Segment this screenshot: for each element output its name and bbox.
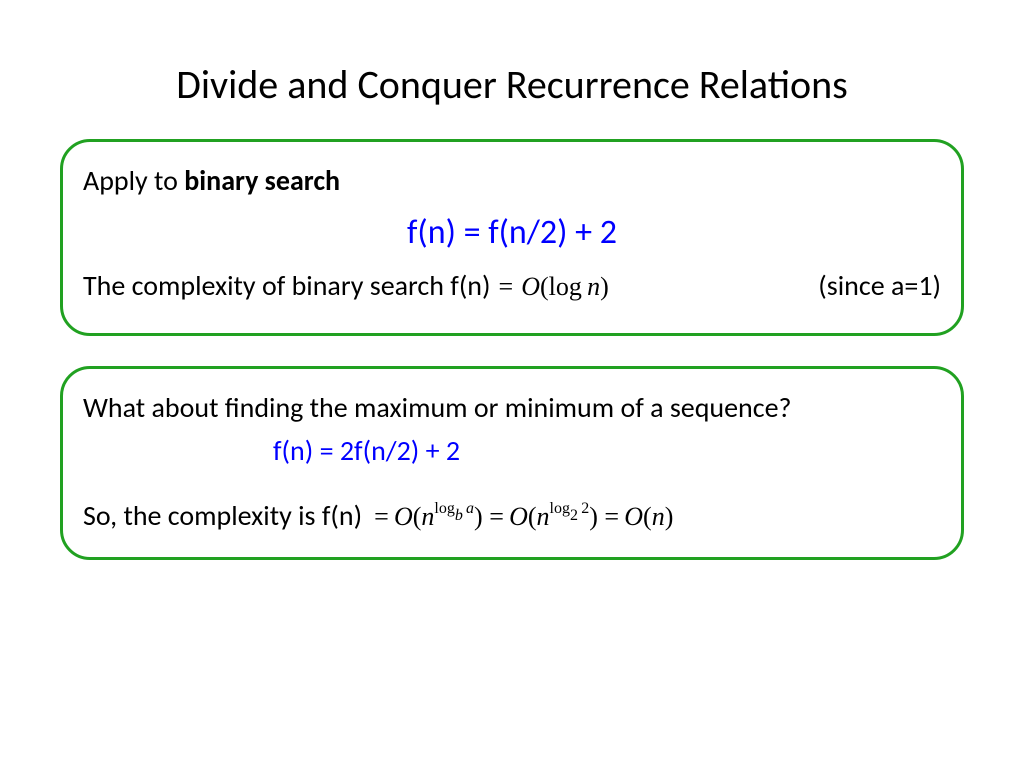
maxmin-complexity-row: So, the complexity is f(n) = O(nlogb a) … xyxy=(83,498,941,533)
since-a1: (since a=1) xyxy=(818,264,941,309)
box-binary-search: Apply to binary search f(n) = f(n/2) + 2… xyxy=(60,139,964,336)
bigO-logn: O(log n) xyxy=(521,266,609,308)
apply-line: Apply to binary search xyxy=(83,160,941,202)
maxmin-formula: f(n) = 2f(n/2) + 2 xyxy=(273,429,941,474)
binary-search-formula: f(n) = f(n/2) + 2 xyxy=(83,206,941,260)
complexity-prefix: The complexity of binary search f(n) xyxy=(83,264,491,309)
box-max-min: What about finding the maximum or minimu… xyxy=(60,366,964,560)
slide-title: Divide and Conquer Recurrence Relations xyxy=(60,60,964,109)
apply-prefix: Apply to xyxy=(83,163,184,198)
maxmin-expr-chain: = O(nlogb a) = O(nlog2 2) = O(n) xyxy=(374,502,673,532)
maxmin-complexity-prefix: So, the complexity is f(n) xyxy=(83,498,362,533)
binary-complexity-row: The complexity of binary search f(n) = O… xyxy=(83,264,941,309)
apply-bold: binary search xyxy=(184,163,340,198)
equals-sign: = xyxy=(499,266,514,308)
maxmin-question: What about finding the maximum or minimu… xyxy=(83,387,941,429)
